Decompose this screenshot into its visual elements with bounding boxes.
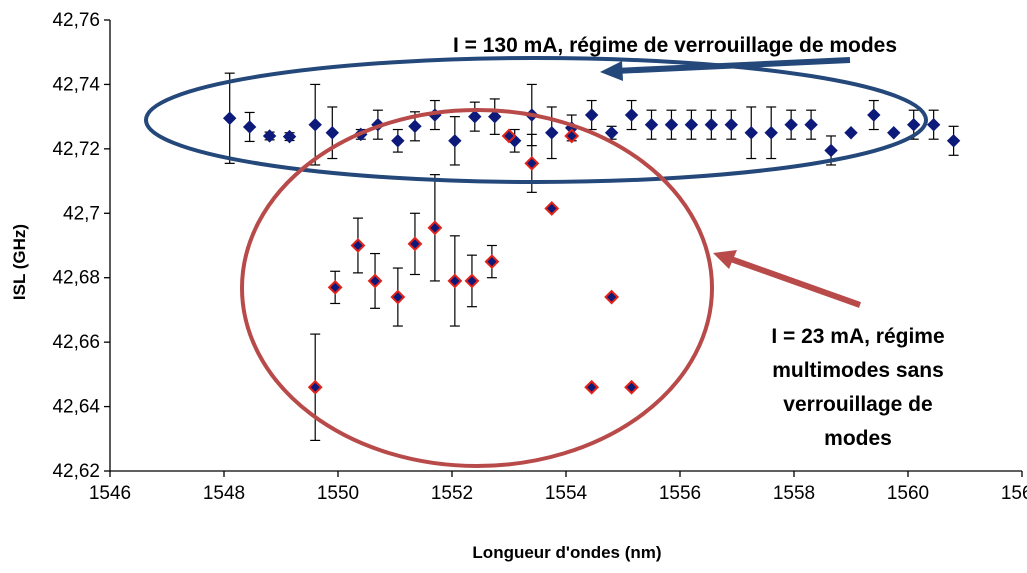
data-point — [408, 119, 422, 134]
annotation-23ma-line2: multimodes sans — [772, 359, 944, 382]
data-point — [604, 289, 620, 305]
y-tick-label: 42,72 — [52, 139, 100, 160]
y-tick-label: 42,7 — [63, 203, 100, 224]
data-point — [242, 120, 257, 134]
data-point — [906, 117, 921, 132]
data-point — [448, 134, 462, 148]
y-tick-labels: 42,62 42,64 42,66 42,68 42,7 42,72 42,74 42,76 — [52, 10, 100, 482]
x-tick-label: 1550 — [317, 483, 359, 504]
x-tick-label: 1554 — [545, 483, 588, 504]
data-point — [744, 126, 758, 140]
data-point — [887, 126, 901, 140]
y-tick-label: 42,68 — [52, 268, 100, 289]
annotation-23ma-line1: I = 23 mA, régime — [771, 325, 944, 348]
data-point — [327, 279, 343, 295]
x-tick-label: 1562 — [1001, 483, 1027, 504]
y-tick-label: 42,66 — [52, 332, 100, 353]
data-point — [325, 126, 340, 140]
data-point — [501, 128, 517, 144]
data-point — [624, 108, 639, 122]
y-tick-label: 42,76 — [52, 10, 100, 31]
annotation-23ma-line4: modes — [824, 427, 892, 450]
data-point — [350, 238, 366, 253]
x-tick-label: 1548 — [203, 483, 245, 504]
data-point — [624, 379, 639, 395]
data-point — [844, 126, 858, 140]
y-tick-label: 42,74 — [52, 74, 100, 95]
data-point — [524, 155, 540, 171]
data-point — [447, 273, 463, 289]
data-point — [262, 129, 277, 143]
data-point — [564, 128, 580, 144]
y-tick-label: 42,62 — [52, 461, 100, 482]
data-point — [427, 220, 443, 236]
data-point — [307, 379, 323, 395]
data-point — [946, 134, 961, 148]
data-point — [390, 289, 406, 305]
data-point — [684, 117, 699, 132]
data-point — [545, 126, 559, 140]
data-point — [784, 117, 798, 132]
data-point — [544, 201, 560, 216]
data-point — [867, 108, 881, 122]
y-tick-label: 42,64 — [52, 397, 100, 418]
data-point — [604, 126, 619, 140]
data-point — [407, 236, 423, 252]
red-arrow — [713, 250, 862, 308]
data-point — [764, 126, 778, 140]
data-point — [222, 111, 237, 125]
y-axis-title: ISL (GHz) — [10, 224, 29, 300]
data-point — [804, 117, 818, 132]
data-point — [584, 379, 600, 395]
annotation-overlay — [144, 56, 928, 468]
multimode-ellipse — [240, 108, 714, 468]
x-tick-label: 1546 — [89, 483, 131, 504]
data-marks — [222, 72, 961, 441]
x-tick-label: 1558 — [773, 483, 815, 504]
blue-arrow — [600, 57, 851, 81]
x-tick-label: 1560 — [887, 483, 929, 504]
locked-mode-ellipse — [144, 56, 928, 184]
data-point — [488, 109, 502, 124]
data-point — [824, 143, 838, 158]
data-point — [464, 273, 480, 289]
series-1 — [222, 72, 961, 166]
annotation-130ma: I = 130 mA, régime de verrouillage de mo… — [453, 34, 897, 57]
x-tick-label: 1552 — [431, 483, 473, 504]
x-tick-label: 1556 — [659, 483, 701, 504]
series-2 — [307, 128, 639, 441]
data-point — [584, 108, 599, 122]
data-point — [926, 117, 941, 132]
data-point — [308, 117, 322, 132]
data-point — [704, 117, 719, 132]
data-point — [468, 109, 482, 124]
data-point — [644, 117, 659, 132]
axes — [104, 19, 1023, 477]
data-point — [391, 134, 405, 148]
annotation-23ma-line3: verrouillage de — [783, 393, 932, 416]
data-point — [484, 254, 500, 270]
x-tick-labels: 1546 1548 1550 1552 1554 1556 1558 1560 1562 — [89, 483, 1027, 504]
x-axis-title: Longueur d'ondes (nm) — [472, 543, 661, 562]
data-point — [282, 129, 297, 144]
data-point — [367, 273, 383, 289]
data-point — [724, 117, 739, 132]
data-point — [664, 117, 679, 132]
